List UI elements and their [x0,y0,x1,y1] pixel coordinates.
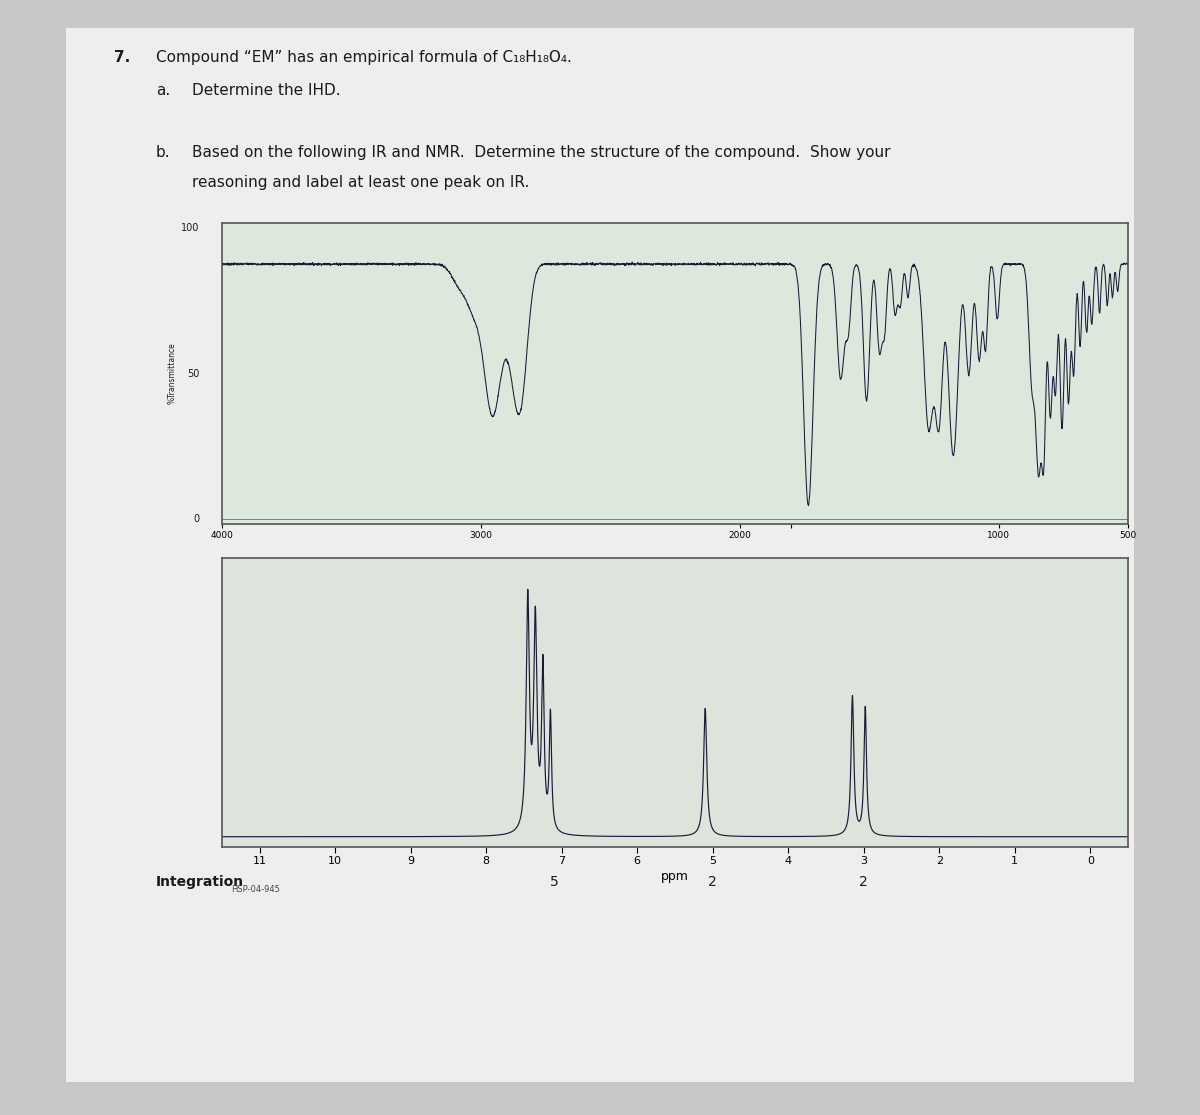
Text: reasoning and label at least one peak on IR.: reasoning and label at least one peak on… [192,175,529,190]
Text: 2: 2 [859,875,868,890]
Text: Integration: Integration [156,875,244,890]
Text: Based on the following IR and NMR.  Determine the structure of the compound.  Sh: Based on the following IR and NMR. Deter… [192,145,890,159]
Text: Compound “EM” has an empirical formula of C₁₈H₁₈O₄.: Compound “EM” has an empirical formula o… [156,50,572,65]
Text: 50: 50 [187,369,199,378]
Text: 0: 0 [193,514,199,524]
Text: a.: a. [156,83,170,97]
Text: %Transmittance: %Transmittance [168,342,176,405]
X-axis label: ppm: ppm [661,870,689,883]
Text: WAVENUMBER (1): WAVENUMBER (1) [631,563,719,573]
Text: Determine the IHD.: Determine the IHD. [192,83,341,97]
Text: 7.: 7. [114,50,131,65]
Text: 100: 100 [181,223,199,233]
Text: 2: 2 [708,875,718,890]
Text: HSP-04-945: HSP-04-945 [232,885,280,894]
FancyBboxPatch shape [66,28,1134,1082]
Text: 5: 5 [550,875,558,890]
Text: b.: b. [156,145,170,159]
